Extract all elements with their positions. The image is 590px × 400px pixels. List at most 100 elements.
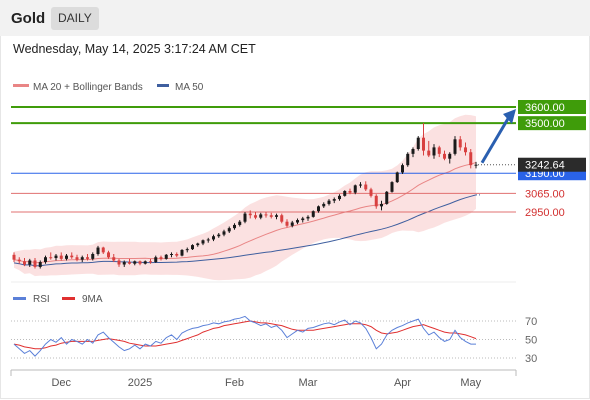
- candle-body: [206, 239, 210, 241]
- candle-body: [170, 254, 173, 255]
- time-tick-2025: 2025: [128, 377, 152, 389]
- legend-swatch-ma50: [157, 84, 169, 87]
- candle-body: [290, 222, 294, 226]
- candle-body: [338, 195, 341, 200]
- candle-body: [212, 236, 215, 240]
- candle-body: [474, 164, 478, 166]
- candle-body: [12, 254, 16, 260]
- candle-body: [390, 182, 394, 192]
- candle-body: [38, 262, 42, 267]
- candle-body: [65, 255, 68, 259]
- candle-body: [154, 257, 158, 263]
- candle-body: [322, 203, 326, 207]
- candle-body: [91, 254, 95, 259]
- candle-body: [143, 261, 147, 264]
- candle-body: [369, 189, 373, 196]
- candle-body: [217, 234, 221, 237]
- candle-body: [359, 184, 362, 186]
- candle-body: [280, 215, 284, 222]
- candle-body: [453, 139, 457, 154]
- candle-body: [343, 191, 347, 196]
- candle-body: [301, 218, 305, 221]
- level-label-2950.00: 2950.00: [525, 207, 565, 219]
- current-price-tag: [518, 157, 586, 172]
- bollinger-band: [14, 114, 476, 281]
- rsi-ma-line: [13, 320, 477, 350]
- candle-body: [49, 257, 53, 259]
- candle-body: [133, 261, 137, 264]
- candle-body: [416, 137, 420, 149]
- candle-body: [254, 215, 257, 218]
- candle-body: [243, 213, 247, 222]
- time-tick-Apr: Apr: [394, 377, 411, 389]
- candle-body: [101, 247, 105, 253]
- projection-arrow-head: [503, 109, 516, 124]
- candle-body: [112, 257, 116, 261]
- candle-body: [227, 228, 231, 232]
- candle-body: [196, 243, 200, 246]
- candle-body: [311, 211, 315, 217]
- candle-body: [385, 191, 389, 204]
- candle-body: [380, 203, 383, 207]
- candle-body: [317, 206, 320, 212]
- candle-body: [86, 257, 89, 259]
- candle-body: [59, 255, 63, 259]
- top-bar: Gold DAILY: [0, 0, 590, 36]
- candle-body: [191, 245, 194, 250]
- timestamp: Wednesday, May 14, 2025 3:17:24 AM CET: [13, 42, 256, 56]
- candle-body: [448, 153, 452, 159]
- level-tag-3500.00: [518, 116, 586, 131]
- candle-body: [353, 185, 357, 193]
- candle-body: [259, 214, 263, 218]
- candle-body: [422, 137, 425, 151]
- candle-body: [233, 224, 236, 229]
- candle-body: [23, 261, 26, 265]
- candle-body: [458, 139, 462, 148]
- time-tick-Dec: Dec: [51, 377, 71, 389]
- instrument-title: Gold: [11, 10, 46, 27]
- candle-body: [107, 252, 110, 258]
- candle-body: [406, 153, 410, 166]
- candle-body: [159, 257, 163, 259]
- candle-body: [327, 200, 331, 204]
- candle-body: [222, 231, 226, 235]
- candle-body: [149, 261, 152, 263]
- candle-body: [437, 147, 441, 154]
- candle-body: [411, 149, 415, 154]
- rsi-tick-50: 50: [525, 335, 537, 347]
- candle-body: [296, 220, 299, 223]
- candle-body: [138, 261, 142, 264]
- level-label-3065.00: 3065.00: [525, 188, 565, 200]
- candle-body: [464, 147, 467, 153]
- ma50-line: [13, 194, 477, 267]
- candle-body: [175, 254, 179, 256]
- candle-body: [70, 255, 74, 258]
- candle-body: [364, 184, 368, 190]
- candle-body: [44, 257, 47, 263]
- legend-label-ma50: MA 50: [175, 82, 204, 93]
- candle-body: [80, 257, 84, 260]
- candle-body: [75, 257, 79, 260]
- candle-body: [432, 147, 436, 156]
- candle-body: [285, 221, 289, 226]
- rsi-tick-30: 30: [525, 353, 537, 365]
- candle-body: [17, 259, 21, 262]
- candle-body: [306, 216, 310, 219]
- legend-swatch-ma20: [13, 84, 29, 87]
- rsi-tick-70: 70: [525, 316, 537, 328]
- level-label-3600.00: 3600.00: [525, 102, 565, 114]
- candle-body: [185, 249, 189, 251]
- ma20-line: [13, 162, 477, 264]
- current-price-label: 3242.64: [525, 160, 565, 172]
- legend-label-rsi: RSI: [33, 294, 50, 305]
- candle-body: [348, 191, 352, 193]
- legend-label-ma20: MA 20 + Bollinger Bands: [33, 82, 143, 93]
- candle-body: [54, 255, 58, 259]
- candle-body: [164, 254, 168, 259]
- projection-arrow-shaft: [480, 116, 511, 164]
- candle-body: [33, 260, 37, 267]
- level-tag-3600.00: [518, 100, 586, 114]
- legend-swatch-rsi: [13, 297, 26, 300]
- timeframe-badge[interactable]: DAILY: [51, 7, 99, 30]
